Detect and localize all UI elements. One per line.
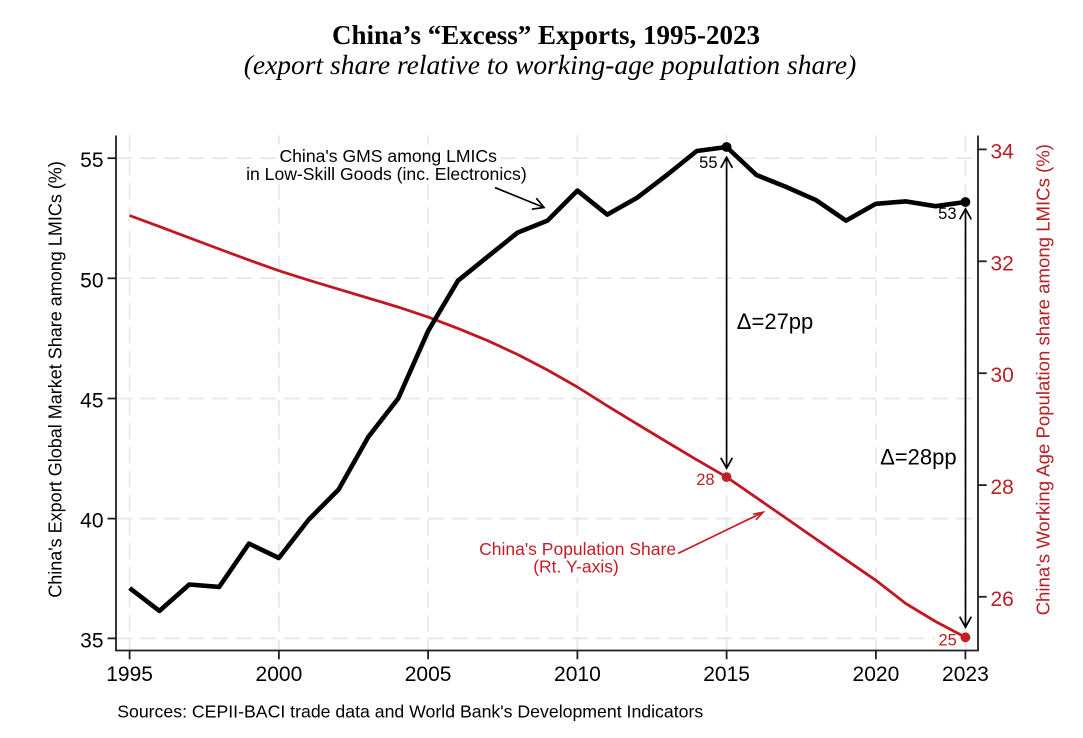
svg-text:2023: 2023 — [942, 663, 989, 686]
svg-text:28: 28 — [991, 476, 1014, 499]
svg-text:55: 55 — [699, 154, 717, 172]
svg-text:Δ=27pp: Δ=27pp — [737, 309, 813, 334]
svg-text:35: 35 — [80, 629, 103, 652]
svg-text:32: 32 — [991, 252, 1014, 275]
svg-text:1995: 1995 — [106, 663, 153, 686]
svg-text:in Low-Skill Goods (inc. Elect: in Low-Skill Goods (inc. Electronics) — [246, 164, 527, 184]
svg-text:30: 30 — [991, 364, 1014, 387]
svg-text:50: 50 — [80, 269, 103, 292]
svg-text:2000: 2000 — [256, 663, 303, 686]
svg-text:34: 34 — [991, 140, 1015, 163]
svg-text:45: 45 — [80, 390, 103, 413]
svg-text:28: 28 — [696, 471, 714, 489]
svg-text:26: 26 — [991, 588, 1014, 611]
svg-text:China's GMS among LMICs: China's GMS among LMICs — [279, 146, 497, 166]
svg-text:Sources: CEPII-BACI trade data: Sources: CEPII-BACI trade data and World… — [117, 702, 703, 722]
svg-text:2015: 2015 — [703, 663, 750, 686]
svg-text:53: 53 — [938, 205, 956, 223]
svg-text:(export share relative to work: (export share relative to working-age po… — [244, 49, 857, 80]
svg-text:25: 25 — [938, 631, 956, 649]
svg-text:China's Export Global Market S: China's Export Global Market Share among… — [46, 161, 66, 598]
svg-text:China's Population Share: China's Population Share — [479, 539, 676, 559]
svg-text:China’s “Excess” Exports, 1995: China’s “Excess” Exports, 1995-2023 — [332, 20, 760, 50]
svg-text:2010: 2010 — [554, 663, 601, 686]
svg-text:(Rt. Y-axis): (Rt. Y-axis) — [533, 557, 619, 577]
svg-text:2020: 2020 — [853, 663, 900, 686]
svg-text:2005: 2005 — [405, 663, 452, 686]
svg-text:China's Working Age Population: China's Working Age Population share amo… — [1033, 144, 1054, 615]
svg-text:40: 40 — [80, 510, 103, 533]
svg-text:55: 55 — [80, 149, 103, 172]
svg-text:Δ=28pp: Δ=28pp — [880, 445, 956, 470]
